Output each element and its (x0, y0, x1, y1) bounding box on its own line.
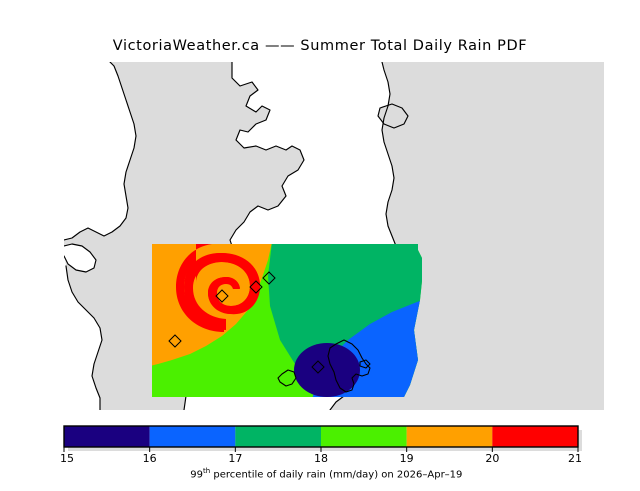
coastline-west (64, 62, 137, 241)
colorbar-tick-label: 19 (400, 452, 414, 465)
colorbar-tick-label: 21 (568, 452, 582, 465)
contour-band-15-16 (294, 343, 360, 397)
coastline-southwest (65, 265, 103, 410)
coastline-island-southeast (327, 339, 371, 393)
colorbar-tick-label: 16 (143, 452, 157, 465)
page-root: VictoriaWeather.ca —— Summer Total Daily… (60, 38, 604, 481)
colorbar-segment-20-21[interactable] (492, 426, 578, 447)
station-marker (249, 280, 263, 294)
land-small-island-ne (378, 104, 408, 128)
colorbar-segment-16-17[interactable] (149, 426, 236, 447)
contour-band-20-21-core (184, 252, 261, 330)
coastline-islet-tiny (359, 359, 371, 369)
colorbar-tick-label: 18 (314, 452, 328, 465)
island-outlines (277, 339, 371, 393)
station-marker (168, 334, 182, 348)
caption-prefix: 99 (190, 469, 204, 481)
coastline-islet-small (277, 369, 297, 387)
station-marker (262, 271, 276, 285)
caption-suffix: percentile of daily rain (mm/day) on 202… (210, 469, 463, 481)
caption-superscript: th (203, 467, 211, 475)
contour-field (152, 244, 422, 397)
colorbar-ticks (63, 447, 579, 452)
colorbar-segment-18-19[interactable] (321, 426, 407, 447)
station-marker (215, 289, 229, 303)
colorbar-segment-17-18[interactable] (235, 426, 321, 447)
water-northwest-bay (64, 62, 136, 240)
colorbar[interactable]: 15 16 17 18 19 20 21 (60, 425, 582, 465)
colorbar-tick-label: 20 (485, 452, 499, 465)
colorbar-tick-label: 17 (228, 452, 242, 465)
coastline-west-inlet (64, 243, 97, 273)
rain-map-figure: 15 16 17 18 19 20 21 (60, 62, 604, 465)
colorbar-tick-label: 15 (60, 452, 74, 465)
colorbar-segment-15-16[interactable] (64, 426, 150, 447)
colorbar-caption: 99th percentile of daily rain (mm/day) o… (0, 456, 640, 491)
colorbar-tick-labels: 15 16 17 18 19 20 21 (60, 452, 582, 465)
page-title: VictoriaWeather.ca —— Summer Total Daily… (112, 38, 528, 54)
coastline-island-ne (377, 103, 409, 129)
station-markers (168, 271, 325, 374)
colorbar-segment-19-20[interactable] (406, 426, 493, 447)
station-marker (311, 360, 325, 374)
